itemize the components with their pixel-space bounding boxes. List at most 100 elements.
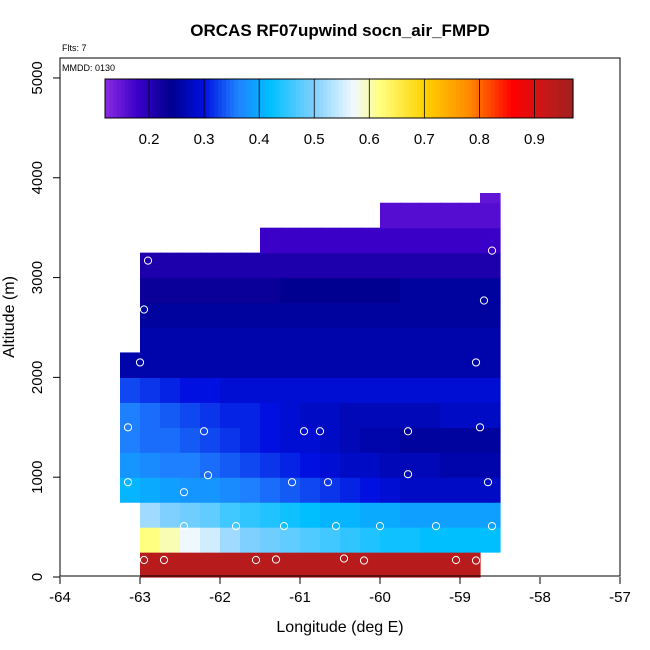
heatmap-cell: [460, 377, 481, 403]
heatmap-cell: [200, 377, 221, 403]
colorbar-segment: [296, 79, 301, 118]
colorbar-segment: [253, 79, 258, 118]
heatmap-cell: [400, 402, 421, 428]
heatmap-cell: [340, 377, 361, 403]
heatmap-cell: [140, 452, 161, 478]
heatmap-cell: [360, 377, 381, 403]
colorbar-segment: [565, 79, 570, 118]
colorbar-segment: [420, 79, 426, 118]
colorbar-segment: [183, 79, 188, 118]
flight-point: [231, 521, 241, 531]
heatmap-cell: [340, 552, 361, 578]
heatmap-cell: [120, 427, 141, 453]
x-axis-label: Longitude (deg E): [276, 619, 403, 636]
heatmap-cell: [120, 402, 141, 428]
heatmap-cell: [340, 477, 361, 503]
heatmap-cell: [140, 252, 161, 279]
heatmap-cell: [160, 527, 181, 553]
heatmap-cell: [280, 402, 301, 428]
heatmap-cell: [280, 377, 301, 403]
heatmap-cell: [380, 502, 401, 528]
colorbar-segment: [331, 79, 336, 118]
heatmap-cell: [340, 302, 361, 329]
heatmap-cell: [220, 252, 241, 279]
colorbar-segment: [366, 79, 371, 118]
heatmap-cell: [180, 352, 201, 378]
heatmap-cell: [380, 377, 401, 403]
y-tick-label: 1000: [29, 461, 46, 494]
heatmap-cell: [140, 477, 161, 503]
heatmap-cell: [200, 252, 221, 279]
heatmap-cell: [400, 202, 421, 229]
heatmap-cell: [480, 302, 501, 329]
flight-point: [403, 427, 413, 436]
colorbar-segment: [241, 79, 246, 118]
colorbar-segment: [471, 79, 477, 118]
heatmap-cell: [360, 277, 381, 304]
heatmap-cell: [260, 427, 281, 453]
heatmap-cell: [200, 452, 221, 478]
heatmap-cell: [400, 377, 421, 403]
heatmap-cell: [200, 477, 221, 503]
heatmap-cell: [340, 402, 361, 428]
colorbar-segment: [225, 79, 231, 118]
flight-point: [135, 358, 145, 367]
heatmap-cell: [380, 277, 401, 304]
x-tick-label: -62: [209, 589, 231, 606]
colorbar-segment: [190, 79, 196, 118]
heatmap-cell: [400, 502, 421, 528]
heatmap-cell: [300, 227, 321, 254]
heatmap-cell: [320, 252, 341, 279]
colorbar-segment: [214, 79, 219, 118]
heatmap-cell: [420, 527, 441, 553]
heatmap-cell: [160, 552, 181, 578]
heatmap-cell: [480, 202, 501, 229]
heatmap-cell: [360, 252, 381, 279]
heatmap-cell: [440, 202, 461, 229]
heatmap-cell: [320, 477, 341, 503]
heatmap-cell: [160, 427, 181, 453]
heatmap-cell: [240, 277, 261, 304]
heatmap-cell: [240, 427, 261, 453]
heatmap-cell: [220, 377, 241, 403]
heatmap-cell: [360, 552, 381, 578]
colorbar-segment: [452, 79, 457, 118]
heatmap-cell: [400, 552, 421, 578]
heatmap-cell: [220, 527, 241, 553]
heatmap-cell: [320, 427, 341, 453]
flight-point: [451, 555, 461, 565]
colorbar-segment: [561, 79, 566, 118]
heatmap-cell: [240, 452, 261, 478]
heatmap-cell: [140, 427, 161, 453]
colorbar-segment: [479, 79, 484, 118]
heatmap-cell: [160, 277, 181, 304]
heatmap-cell: [340, 327, 361, 354]
colorbar-segment: [393, 79, 399, 118]
flight-point: [287, 478, 297, 487]
heatmap-cell: [140, 302, 161, 329]
heatmap-cell: [160, 477, 181, 503]
heatmap-cell: [340, 427, 361, 453]
flight-point: [475, 423, 485, 432]
heatmap-cell: [200, 527, 221, 553]
flight-point: [323, 478, 333, 487]
heatmap-cell: [280, 352, 301, 378]
x-tick-label: -63: [129, 589, 151, 606]
heatmap-cell: [380, 452, 401, 478]
heatmap-cell: [340, 452, 361, 478]
colorbar-segment: [202, 79, 207, 118]
heatmap-cell: [380, 527, 401, 553]
heatmap-cell: [440, 227, 461, 254]
heatmap-cell: [160, 302, 181, 329]
colorbar-segment: [132, 79, 137, 118]
heatmap-cell: [160, 327, 181, 354]
heatmap-cell: [400, 452, 421, 478]
heatmap-cell: [280, 477, 301, 503]
heatmap-cell: [380, 302, 401, 329]
heatmap-cell: [300, 377, 321, 403]
x-tick-label: -64: [49, 589, 71, 606]
colorbar-segment: [370, 79, 375, 118]
colorbar-segment: [342, 79, 348, 118]
x-axis: -64 -63 -62 -61 -60 -59 -58 -57: [49, 577, 631, 606]
heatmap-cell: [120, 477, 141, 503]
